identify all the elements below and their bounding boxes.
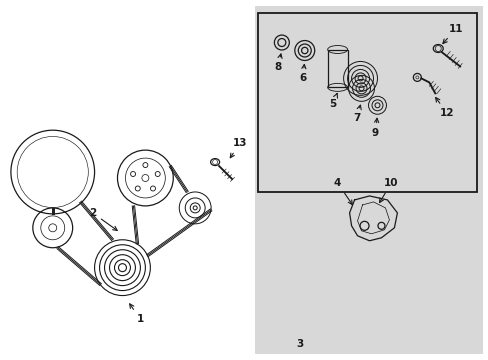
Text: 8: 8: [274, 54, 282, 72]
Text: 7: 7: [352, 105, 361, 123]
Text: 3: 3: [296, 339, 303, 349]
Text: 5: 5: [328, 93, 337, 109]
Text: 12: 12: [435, 98, 453, 118]
Bar: [327, 50, 347, 87]
Text: 11: 11: [442, 24, 463, 44]
Text: 10: 10: [379, 178, 398, 202]
Text: 13: 13: [230, 138, 247, 158]
Text: 9: 9: [371, 118, 378, 138]
Text: 6: 6: [299, 64, 306, 84]
Bar: [258, 13, 476, 192]
Bar: [6, 6, 254, 354]
Text: 4: 4: [333, 178, 351, 204]
Text: 2: 2: [89, 208, 117, 230]
Text: 1: 1: [129, 304, 144, 324]
